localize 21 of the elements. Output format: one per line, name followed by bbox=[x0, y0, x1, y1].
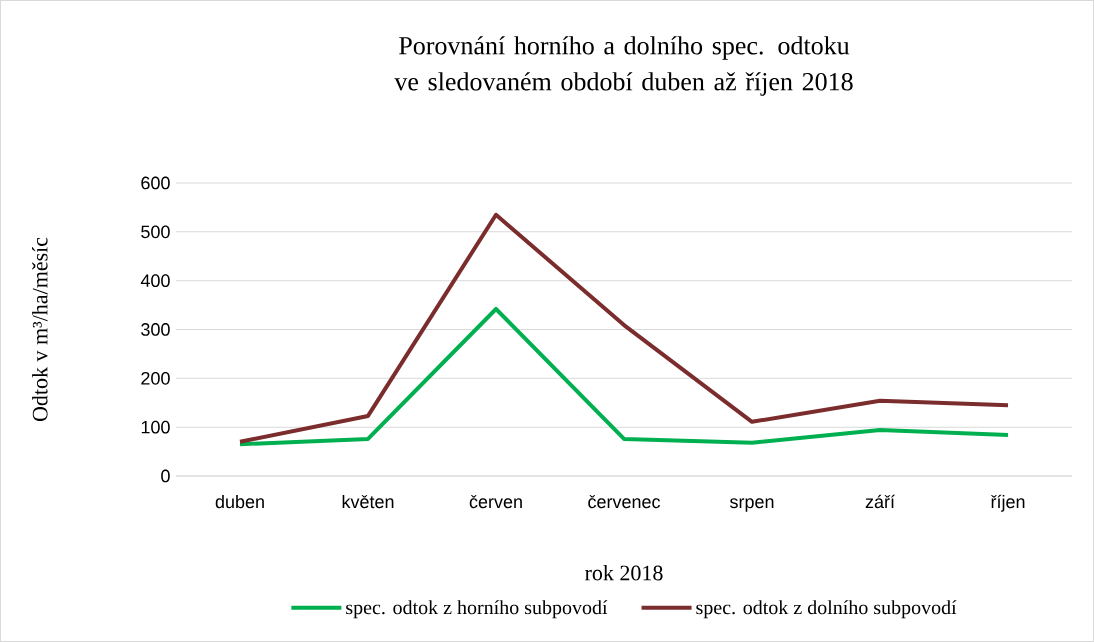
x-tick-label: srpen bbox=[730, 498, 774, 512]
x-tick-label: květen bbox=[342, 494, 394, 509]
y-axis-title: Odtok v m³/ha/měsíc bbox=[32, 237, 48, 422]
line-series bbox=[238, 212, 1011, 444]
y-tick-label: 500 bbox=[141, 225, 170, 239]
y-tick-label: 100 bbox=[141, 420, 170, 434]
x-tick-label: červen bbox=[469, 494, 522, 509]
y-tick-label: 200 bbox=[141, 371, 170, 385]
x-tick-label: říjen bbox=[990, 494, 1025, 512]
y-tick-label: 400 bbox=[140, 274, 170, 288]
x-tick-label: červenec bbox=[588, 494, 661, 509]
x-tick-label: září bbox=[865, 494, 895, 509]
x-tick-label: duben bbox=[215, 494, 264, 509]
line-series bbox=[238, 306, 1011, 447]
chart-title: Porovnání horního a dolního spec. odtoku ve sledovaném období duben až říjen 2018 bbox=[394, 36, 853, 96]
y-tick-label: 0 bbox=[161, 469, 170, 483]
x-axis-title: rok 2018 bbox=[585, 564, 663, 581]
legend-label: spec. odtok z dolního subpovodí bbox=[696, 600, 957, 619]
legend-label: spec. odtok z horního subpovodí bbox=[346, 600, 608, 619]
y-tick-label: 300 bbox=[141, 323, 170, 336]
y-tick-label: 600 bbox=[141, 176, 170, 190]
